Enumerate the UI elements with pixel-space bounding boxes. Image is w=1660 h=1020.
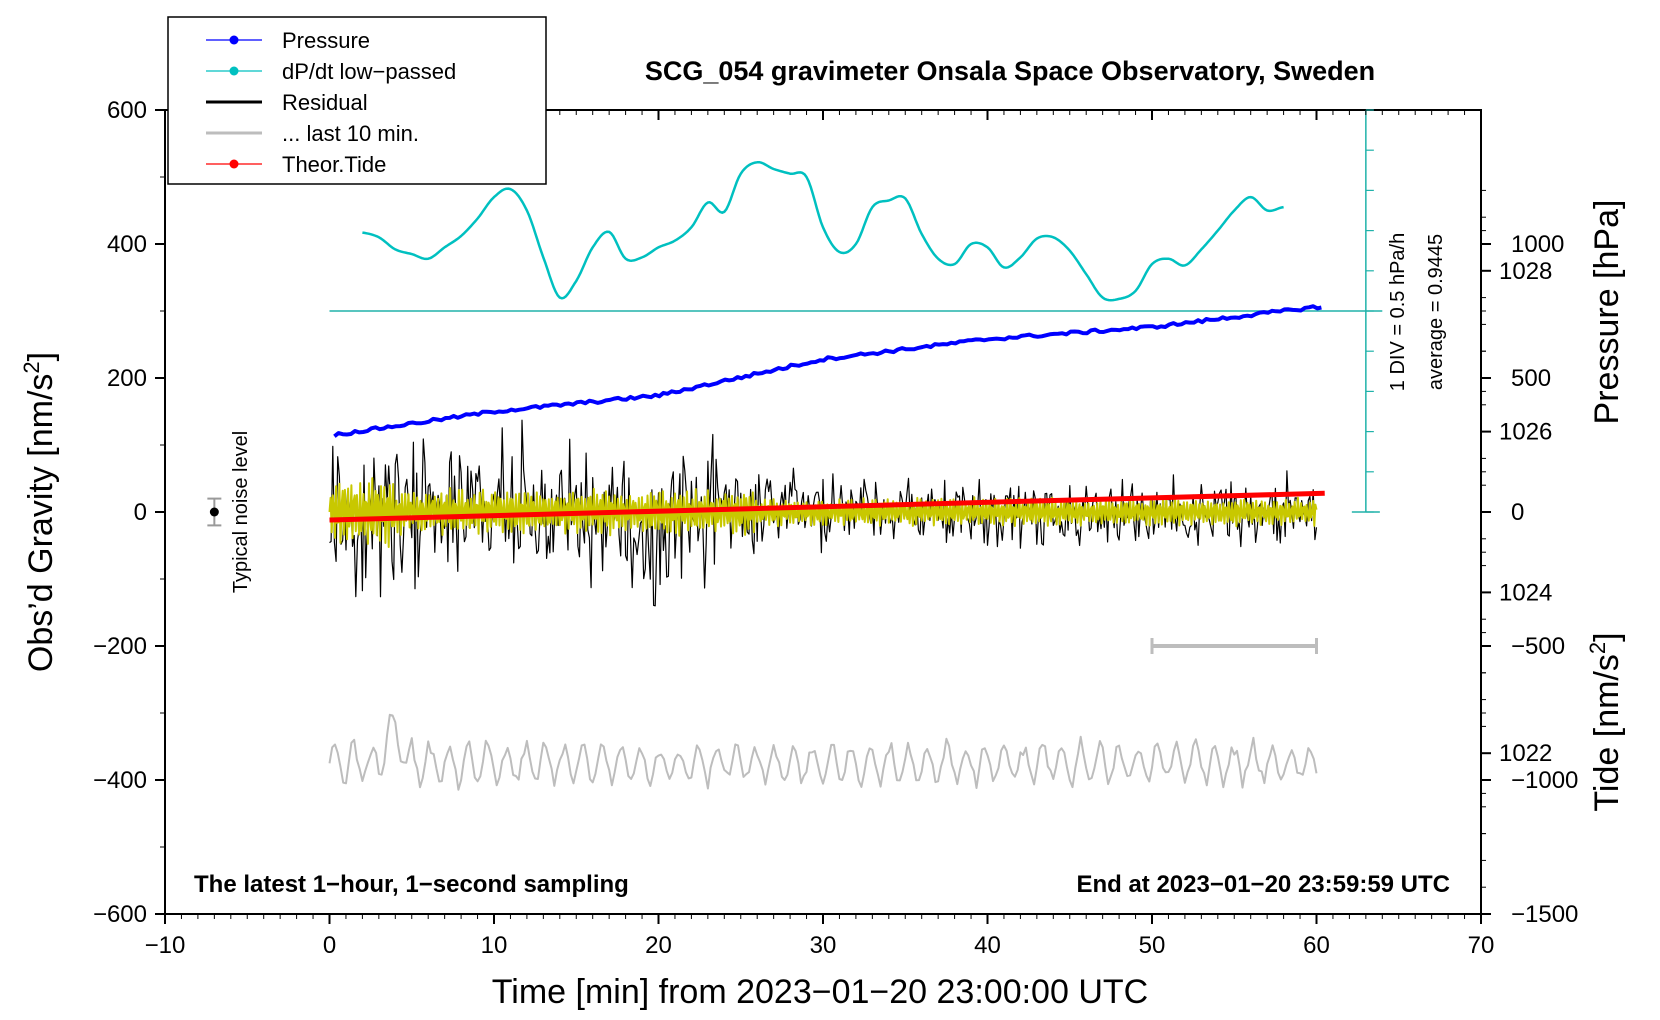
y-tick-label: −400 [93,767,147,794]
y-axis-title-left-sup: 2 [19,361,44,373]
pressure-tick-label: 1024 [1499,579,1552,606]
tide-tick-label: 0 [1511,499,1524,526]
x-tick-label: 20 [645,932,672,959]
dpdt-scale-label: 1 DIV = 0.5 hPa/h [1387,233,1409,391]
x-tick-label: 30 [810,932,837,959]
series-layer [207,160,1325,791]
legend-label: dP/dt low−passed [282,59,456,84]
y-tick-label: 600 [107,97,147,124]
legend-label: Pressure [282,28,370,53]
dpdt-line [362,160,1284,302]
y-tick-label: 0 [134,499,147,526]
y-axis-title-tide-sup: 2 [1585,642,1610,654]
tide-line [329,490,1325,523]
pressure-tick-label: 1022 [1499,740,1552,767]
ticks-layer: −10 0 10 20 30 40 50 60 70 600 400 200 0 −200 −400 −600… [93,97,1578,959]
tide-tick-label: −500 [1511,633,1565,660]
y-axis-title-left: Obs’d Gravity [nm/s2] [19,352,60,672]
x-tick-label: 50 [1139,932,1166,959]
tide-tick-label: 500 [1511,365,1551,392]
pressure-tick-label: 1028 [1499,258,1552,285]
x-axis-title: Time [min] from 2023−01−20 23:00:00 UTC [492,973,1148,1011]
dpdt-reference-axis [329,109,1383,513]
footer-right: End at 2023−01−20 23:59:59 UTC [1076,871,1450,898]
legend-label: Residual [282,90,368,115]
legend-label: Theor.Tide [282,152,386,177]
tide-tick-label: −1000 [1511,767,1578,794]
legend: Pressure dP/dt low−passed Residual ... last… [167,16,547,185]
residual-filtered-line [328,477,1318,548]
chart-title: SCG_054 gravimeter Onsala Space Observat… [645,56,1375,86]
y-tick-label: 400 [107,231,147,258]
y-axis-title-tide: Tide [nm/s2] [1585,632,1626,811]
legend-swatch-marker [229,66,239,76]
footer-left: The latest 1−hour, 1−second sampling [194,871,629,898]
noise-level-label: Typical noise level [230,431,252,593]
dpdt-average-label: average = 0.9445 [1425,234,1447,390]
pressure-line [333,304,1322,438]
x-tick-label: 60 [1303,932,1330,959]
y-axis-title-pressure: Pressure [hPa] [1588,200,1626,425]
x-tick-label: 10 [481,932,508,959]
legend-swatch-marker [229,159,239,169]
last10-line [328,713,1318,791]
y-tick-label: 200 [107,365,147,392]
y-tick-label: −200 [93,633,147,660]
y-tick-label: −600 [93,901,147,928]
x-tick-label: 40 [974,932,1001,959]
legend-items: Pressure dP/dt low−passed Residual ... last… [206,28,456,177]
pressure-tick-label: 1026 [1499,419,1552,446]
tide-tick-label: 1000 [1511,231,1564,258]
legend-swatch-marker [229,35,239,45]
x-tick-label: 0 [323,932,336,959]
tide-tick-label: −1500 [1511,901,1578,928]
legend-label: ... last 10 min. [282,121,419,146]
x-tick-label: −10 [145,932,186,959]
x-tick-label: 70 [1468,932,1495,959]
noise-point [209,507,219,517]
